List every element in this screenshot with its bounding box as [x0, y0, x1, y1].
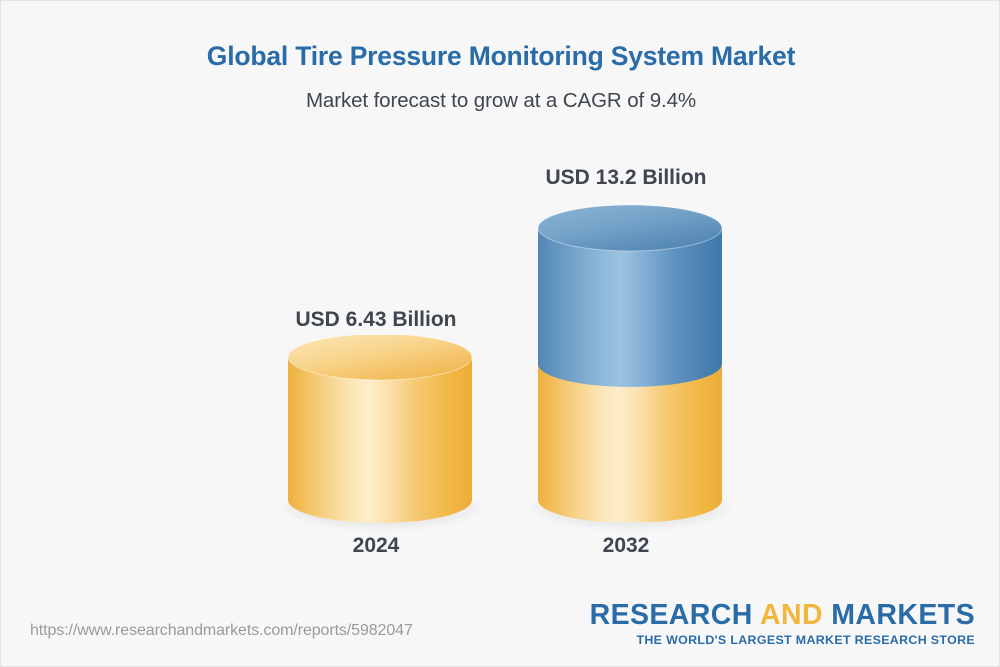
value-label-2032: USD 13.2 Billion: [545, 166, 707, 189]
cylinder-2024: [287, 335, 473, 523]
brand-word-and: AND: [760, 599, 823, 631]
page-title: Global Tire Pressure Monitoring System M…: [206, 41, 796, 71]
brand-wordmark: RESEARCH AND MARKETS: [590, 601, 975, 630]
chart-subtitle: Market forecast to grow at a CAGR of 9.4…: [305, 89, 697, 112]
brand-logo[interactable]: RESEARCH AND MARKETS THE WORLD'S LARGEST…: [590, 601, 975, 646]
brand-word-markets: MARKETS: [831, 599, 975, 631]
category-label-2024: 2024: [352, 534, 400, 557]
brand-tagline: THE WORLD'S LARGEST MARKET RESEARCH STOR…: [636, 632, 975, 647]
category-label-2032: 2032: [602, 534, 650, 557]
plot-area: USD 6.43 Billion: [1, 1, 999, 601]
cylinder-2032: [537, 204, 723, 522]
report-url-link[interactable]: https://www.researchandmarkets.com/repor…: [30, 622, 413, 639]
value-label-2024: USD 6.43 Billion: [295, 308, 457, 331]
brand-word-research: RESEARCH: [589, 599, 753, 631]
